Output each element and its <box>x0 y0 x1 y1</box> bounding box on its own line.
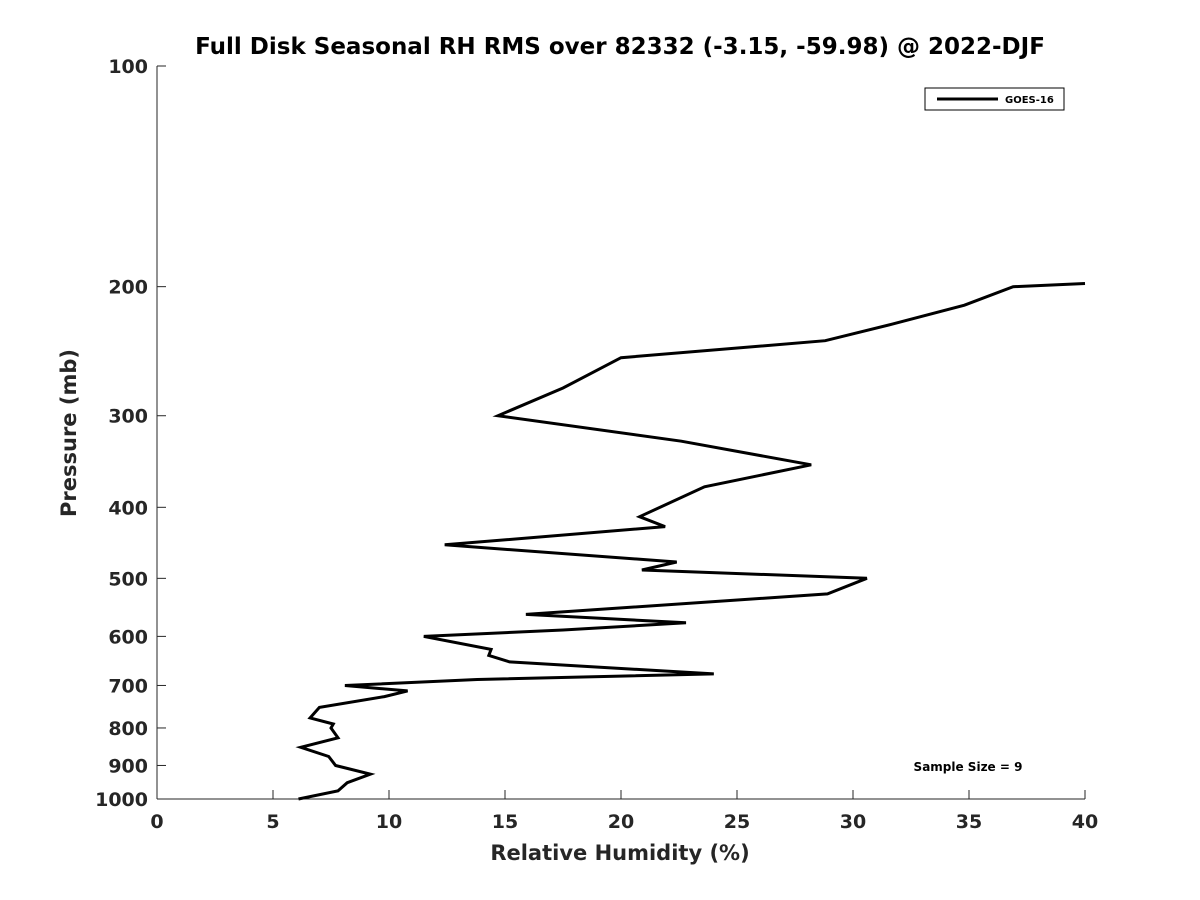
x-tick-label: 25 <box>724 811 750 833</box>
x-tick-label: 5 <box>266 811 279 833</box>
x-tick-label: 30 <box>840 811 866 833</box>
x-axis-ticks: 0 5 10 15 20 25 30 35 40 <box>150 790 1098 833</box>
x-tick-label: 35 <box>956 811 982 833</box>
y-tick-label: 100 <box>108 56 148 78</box>
y-tick-label: 1000 <box>95 789 148 811</box>
sample-size-annotation: Sample Size = 9 <box>914 760 1023 774</box>
y-axis-ticks: 100 200 300 400 500 600 700 800 900 1000 <box>95 56 166 811</box>
x-tick-label: 40 <box>1072 811 1098 833</box>
x-tick-label: 0 <box>150 811 163 833</box>
y-tick-label: 500 <box>108 568 148 590</box>
x-tick-label: 20 <box>608 811 634 833</box>
y-tick-label: 400 <box>108 497 148 519</box>
y-tick-label: 700 <box>108 675 148 697</box>
y-axis-label: Pressure (mb) <box>57 349 81 517</box>
x-axis-label: Relative Humidity (%) <box>490 841 749 865</box>
legend: GOES-16 <box>924 87 1065 111</box>
x-tick-label: 10 <box>376 811 402 833</box>
x-tick-label: 15 <box>492 811 518 833</box>
y-tick-label: 800 <box>108 718 148 740</box>
y-tick-label: 200 <box>108 277 148 299</box>
chart-title: Full Disk Seasonal RH RMS over 82332 (-3… <box>195 34 1045 60</box>
legend-label-goes-16: GOES-16 <box>1005 95 1054 106</box>
y-tick-label: 600 <box>108 626 148 648</box>
series-layer <box>295 282 1086 801</box>
series-line-goes-16 <box>295 282 1086 801</box>
y-tick-label: 900 <box>108 755 148 777</box>
y-tick-label: 300 <box>108 406 148 428</box>
